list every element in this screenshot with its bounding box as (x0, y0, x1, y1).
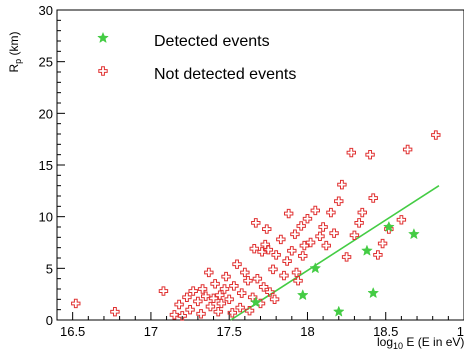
not-detected-point (330, 229, 338, 237)
not-detected-point (233, 260, 241, 268)
not-detected-point (369, 194, 377, 202)
x-tick-label: 17 (144, 324, 158, 339)
legend-star-icon (98, 33, 108, 43)
y-axis-title: Rp (km) (7, 31, 23, 72)
not-detected-point (194, 297, 202, 305)
not-detected-point (206, 302, 214, 310)
y-axis-title-base: R (7, 64, 21, 73)
not-detected-point (253, 274, 261, 282)
not-detected-point (222, 272, 230, 280)
not-detected-point (175, 300, 183, 308)
not-detected-point (297, 222, 305, 230)
y-axis-ticks: 0 5 10 15 20 25 30 (39, 3, 65, 328)
not-detected-point (159, 287, 167, 295)
not-detected-point (189, 287, 197, 295)
not-detected-point (291, 230, 299, 238)
not-detected-point (397, 216, 405, 224)
not-detected-point (272, 251, 280, 259)
not-detected-point (72, 299, 80, 307)
y-tick-label: 0 (46, 313, 53, 328)
not-detected-point (311, 206, 319, 214)
not-detected-point (238, 289, 246, 297)
not-detected-point (269, 265, 277, 273)
not-detected-point (355, 219, 363, 227)
not-detected-point (217, 299, 225, 307)
not-detected-point (225, 295, 233, 303)
detected-point (298, 290, 308, 300)
detected-point (384, 222, 394, 232)
y-tick-label: 30 (39, 3, 53, 18)
detected-point (310, 263, 320, 273)
not-detected-point (241, 268, 249, 276)
not-detected-point (378, 239, 386, 247)
not-detected-point (183, 293, 191, 301)
not-detected-point (252, 219, 260, 227)
not-detected-point (316, 232, 324, 240)
not-detected-point (306, 238, 314, 246)
not-detected-point (342, 253, 350, 261)
not-detected-point (299, 252, 307, 260)
not-detected-point (186, 305, 194, 313)
not-detected-point (209, 294, 217, 302)
not-detected-point (403, 145, 411, 153)
not-detected-point (211, 280, 219, 288)
y-tick-label: 5 (46, 261, 53, 276)
not-detected-point (338, 180, 346, 188)
not-detected-point (263, 225, 271, 233)
not-detected-point (327, 208, 335, 216)
detected-point (362, 245, 372, 255)
detected-point (368, 288, 378, 298)
x-tick-label: 16.5 (60, 324, 85, 339)
y-tick-label: 25 (39, 55, 53, 70)
legend-cross-icon (99, 67, 107, 75)
y-axis-title-rest: (km) (7, 31, 21, 58)
not-detected-point (283, 257, 291, 265)
legend-not-detected-label: Not detected events (154, 66, 296, 83)
not-detected-point (366, 150, 374, 158)
not-detected-point (284, 209, 292, 217)
not-detected-point (322, 241, 330, 249)
not-detected-point (111, 308, 119, 316)
y-tick-label: 10 (39, 210, 53, 225)
detected-point (334, 306, 344, 316)
points-layer (72, 131, 440, 320)
not-detected-point (335, 197, 343, 205)
x-axis-title: log10 E (E in eV) (377, 335, 464, 351)
not-detected-point (250, 245, 258, 253)
legend-detected-marker (98, 33, 108, 43)
not-detected-point (374, 251, 382, 259)
x-tick-label: 18 (300, 324, 314, 339)
plot-frame (57, 10, 464, 320)
y-tick-label: 20 (39, 106, 53, 121)
detected-point (409, 229, 419, 239)
not-detected-point (170, 311, 178, 319)
not-detected-point (214, 308, 222, 316)
not-detected-point (205, 268, 213, 276)
not-detected-point (319, 223, 327, 231)
not-detected-point (264, 246, 272, 254)
not-detected-point (358, 208, 366, 216)
x-axis-title-sub: 10 (393, 341, 403, 351)
x-axis-title-base: log (377, 335, 393, 349)
not-detected-point (432, 131, 440, 139)
not-detected-point (288, 247, 296, 255)
x-axis-title-rest: E (E in eV) (403, 335, 464, 349)
not-detected-point (280, 271, 288, 279)
not-detected-point (303, 215, 311, 223)
legend-not-detected-marker (99, 67, 107, 75)
not-detected-point (300, 241, 308, 249)
not-detected-point (347, 148, 355, 156)
y-tick-label: 15 (39, 158, 53, 173)
not-detected-point (236, 303, 244, 311)
x-tick-label: 17.5 (217, 324, 242, 339)
not-detected-point (277, 235, 285, 243)
not-detected-point (230, 282, 238, 290)
legend: Detected events Not detected events (98, 33, 297, 84)
not-detected-point (244, 277, 252, 285)
legend-detected-label: Detected events (154, 33, 270, 50)
not-detected-point (259, 283, 267, 291)
